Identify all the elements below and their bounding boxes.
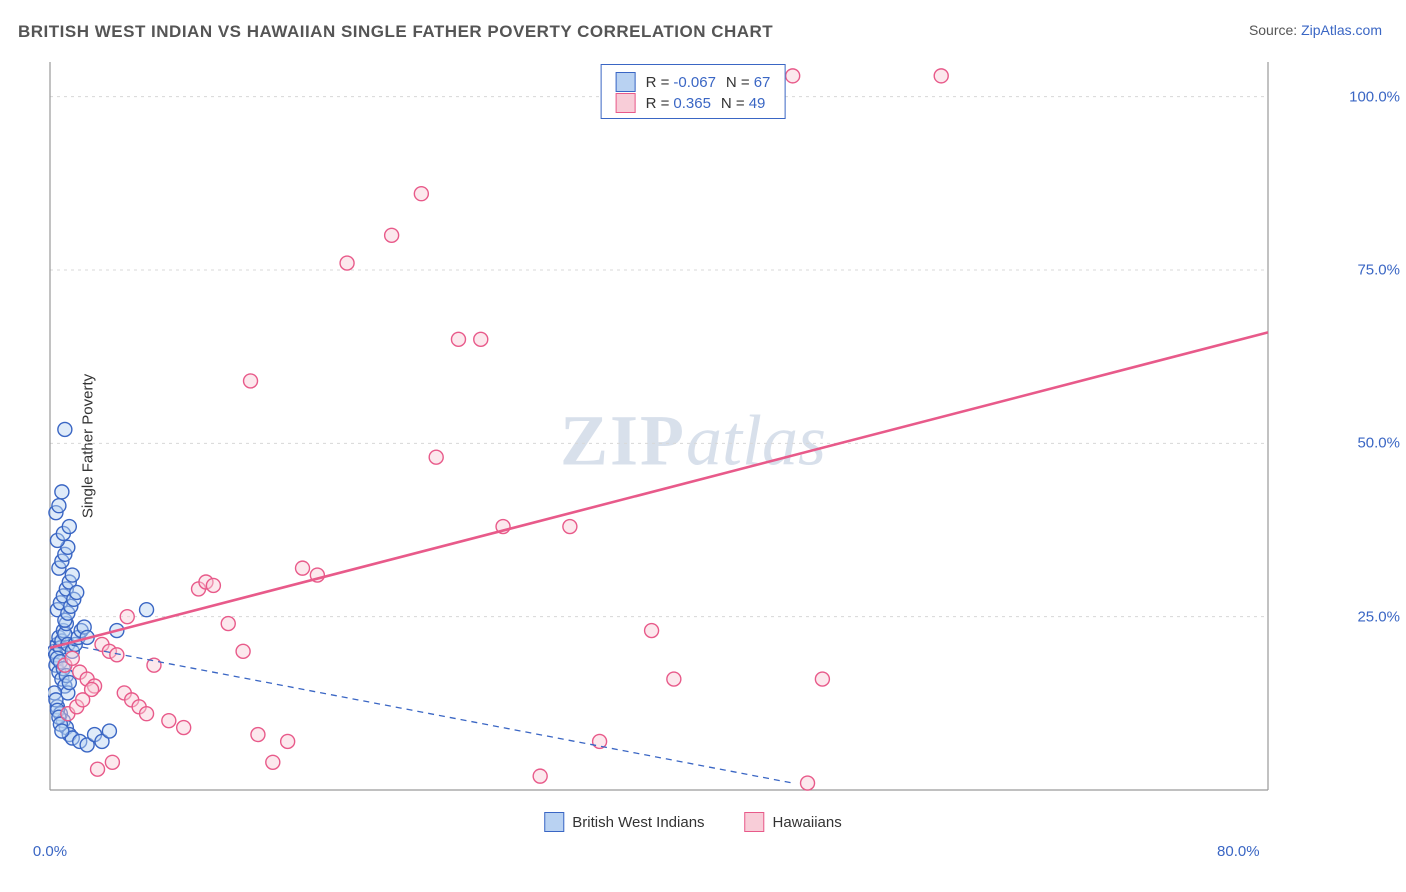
y-tick: 50.0% [1357,435,1400,452]
y-tick: 100.0% [1349,88,1400,105]
source-label: Source: [1249,22,1301,38]
legend-n-1: N =49 [721,95,765,112]
legend-swatch-bottom-0 [544,812,564,832]
scatter-svg [48,60,1338,830]
legend-item-1: Hawaiians [745,812,842,832]
legend-r-0: R =-0.067 [646,74,716,91]
legend-item-0: British West Indians [544,812,704,832]
correlation-legend: R =-0.067 N =67 R =0.365 N =49 [601,64,786,119]
legend-swatch-1 [616,93,636,113]
legend-n-0: N =67 [726,74,770,91]
legend-label-0: British West Indians [572,814,704,831]
legend-r-1: R =0.365 [646,95,711,112]
source-link[interactable]: ZipAtlas.com [1301,22,1382,38]
legend-label-1: Hawaiians [773,814,842,831]
y-tick: 25.0% [1357,608,1400,625]
legend-swatch-bottom-1 [745,812,765,832]
chart-title: BRITISH WEST INDIAN VS HAWAIIAN SINGLE F… [18,22,773,42]
legend-row-0: R =-0.067 N =67 [616,72,771,92]
plot-area: ZIPatlas R =-0.067 N =67 R =0.365 N =49 … [48,60,1338,830]
chart-container: BRITISH WEST INDIAN VS HAWAIIAN SINGLE F… [0,0,1406,892]
series-legend: British West Indians Hawaiians [544,812,841,832]
y-tick: 75.0% [1357,262,1400,279]
source-attribution: Source: ZipAtlas.com [1249,22,1382,38]
x-tick: 80.0% [1217,843,1260,860]
legend-row-1: R =0.365 N =49 [616,93,771,113]
x-tick: 0.0% [33,843,67,860]
legend-swatch-0 [616,72,636,92]
